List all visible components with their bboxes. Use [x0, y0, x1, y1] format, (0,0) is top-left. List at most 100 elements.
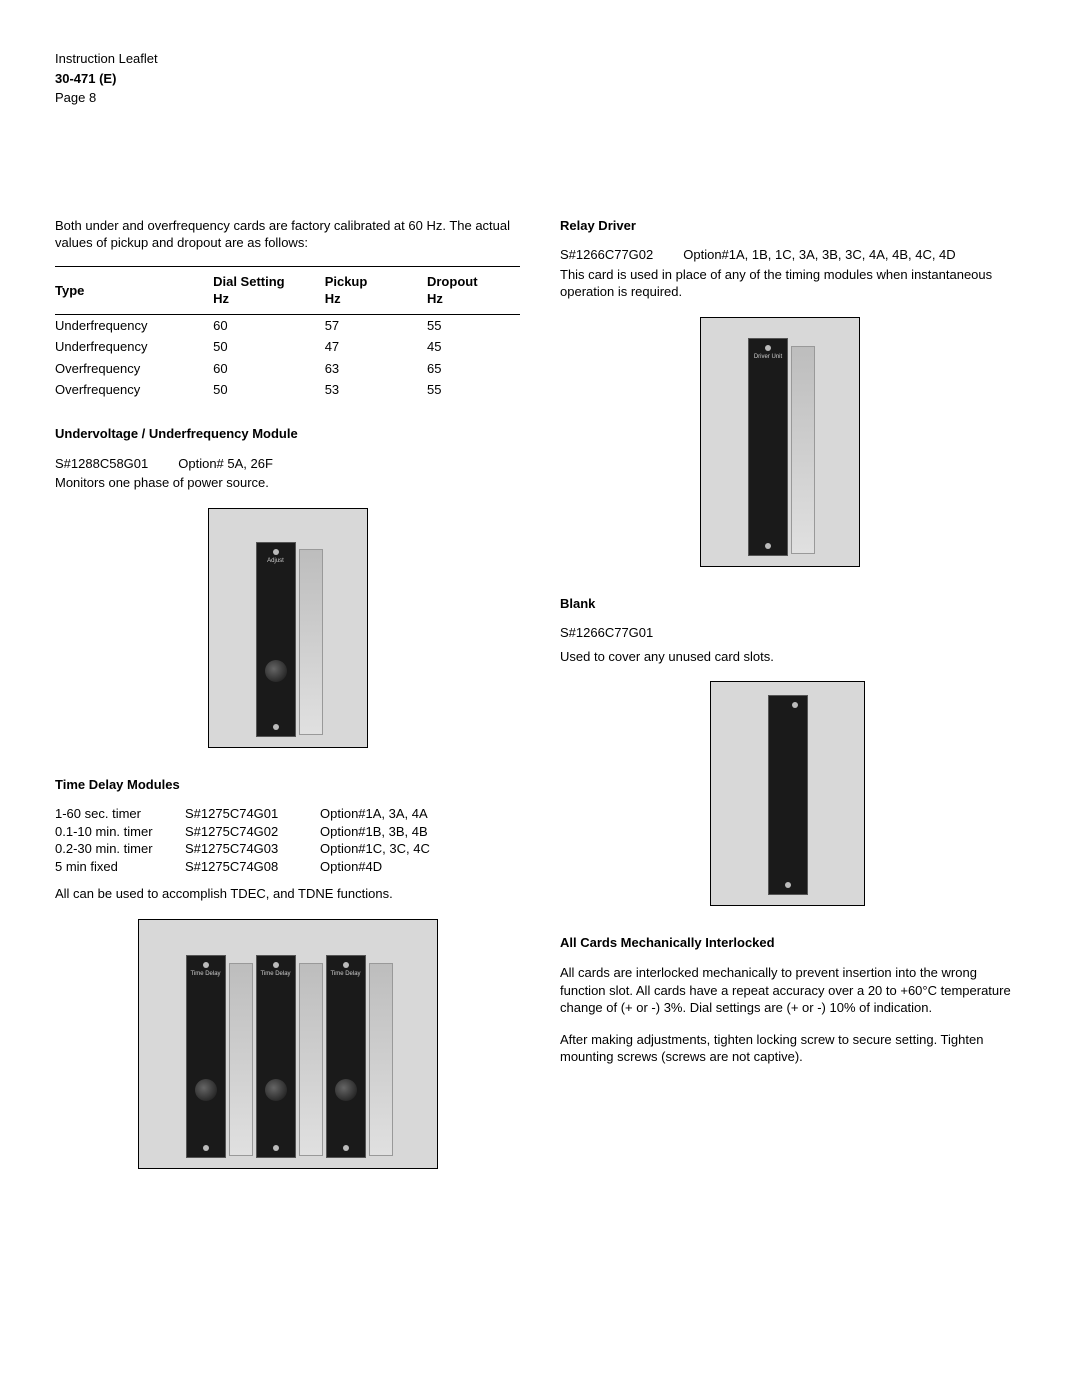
- screw-icon: [273, 724, 279, 730]
- module-card-icon: Time Delay: [256, 955, 296, 1158]
- option-codes: Option#1C, 3C, 4C: [320, 840, 520, 858]
- col-h2: Hz: [427, 291, 443, 306]
- interlock-para2: After making adjustments, tighten lockin…: [560, 1031, 1025, 1066]
- cell: 47: [325, 336, 427, 358]
- left-column: Both under and overfrequency cards are f…: [55, 217, 520, 1197]
- screw-icon: [343, 1145, 349, 1151]
- two-column-layout: Both under and overfrequency cards are f…: [55, 217, 1025, 1197]
- style-number: S#1266C77G02: [560, 246, 653, 264]
- page-header: Instruction Leaflet 30-471 (E) Page 8: [55, 50, 1025, 107]
- module-card-icon: [768, 695, 808, 896]
- screw-icon: [785, 882, 791, 888]
- cell: 50: [213, 336, 325, 358]
- cell: 55: [427, 314, 520, 336]
- timer-type: 1-60 sec. timer: [55, 805, 185, 823]
- screw-icon: [273, 549, 279, 555]
- option-codes: Option# 5A, 26F: [178, 455, 273, 473]
- col-dropout: Dropout Hz: [427, 266, 520, 314]
- option-codes: Option#1B, 3B, 4B: [320, 823, 520, 841]
- module-card-icon: Time Delay: [186, 955, 226, 1158]
- screw-icon: [765, 345, 771, 351]
- col-h1: Pickup: [325, 274, 368, 289]
- style-number: S#1266C77G01: [560, 624, 1025, 642]
- timer-type: 5 min fixed: [55, 858, 185, 876]
- screw-icon: [792, 702, 798, 708]
- uvuf-desc: Monitors one phase of power source.: [55, 474, 520, 492]
- pcb-icon: [299, 549, 323, 735]
- timedelay-title: Time Delay Modules: [55, 776, 520, 794]
- interlock-title: All Cards Mechanically Interlocked: [560, 934, 1025, 952]
- module-card-icon: Driver Unit: [748, 338, 788, 556]
- header-docnum: 30-471 (E): [55, 70, 1025, 88]
- col-dial: Dial Setting Hz: [213, 266, 325, 314]
- table-row: Overfrequency 60 63 65: [55, 358, 520, 380]
- style-number: S#1275C74G03: [185, 840, 320, 858]
- cell: 55: [427, 379, 520, 401]
- screw-icon: [273, 1145, 279, 1151]
- style-number: S#1275C74G08: [185, 858, 320, 876]
- col-h1: Dropout: [427, 274, 478, 289]
- relaydriver-desc: This card is used in place of any of the…: [560, 266, 1025, 301]
- cell: Underfrequency: [55, 314, 213, 336]
- cell: Underfrequency: [55, 336, 213, 358]
- screw-icon: [203, 1145, 209, 1151]
- blank-desc: Used to cover any unused card slots.: [560, 648, 1025, 666]
- list-item: 0.2-30 min. timer S#1275C74G03 Option#1C…: [55, 840, 520, 858]
- cell: Overfrequency: [55, 379, 213, 401]
- timedelay-list: 1-60 sec. timer S#1275C74G01 Option#1A, …: [55, 805, 520, 875]
- pcb-icon: [229, 963, 253, 1156]
- module-card-icon: Adjust: [256, 542, 296, 737]
- cell: 63: [325, 358, 427, 380]
- knob-icon: [335, 1079, 357, 1101]
- blank-title: Blank: [560, 595, 1025, 613]
- timedelay-modules-photo: Time Delay Time Delay Time Delay: [138, 919, 438, 1169]
- cell: 65: [427, 358, 520, 380]
- table-row: Overfrequency 50 53 55: [55, 379, 520, 401]
- cell: 45: [427, 336, 520, 358]
- option-codes: Option#4D: [320, 858, 520, 876]
- table-row: Underfrequency 50 47 45: [55, 336, 520, 358]
- card-label: Time Delay: [327, 970, 365, 978]
- card-label: Time Delay: [257, 970, 295, 978]
- timer-type: 0.2-30 min. timer: [55, 840, 185, 858]
- option-codes: Option#1A, 1B, 1C, 3A, 3B, 3C, 4A, 4B, 4…: [683, 246, 955, 264]
- style-number: S#1275C74G01: [185, 805, 320, 823]
- cell: 53: [325, 379, 427, 401]
- header-line1: Instruction Leaflet: [55, 50, 1025, 68]
- intro-text: Both under and overfrequency cards are f…: [55, 217, 520, 252]
- frequency-table: Type Dial Setting Hz Pickup Hz Dropout H…: [55, 266, 520, 401]
- pcb-icon: [369, 963, 393, 1156]
- timedelay-note: All can be used to accomplish TDEC, and …: [55, 885, 520, 903]
- knob-icon: [265, 1079, 287, 1101]
- cell: 57: [325, 314, 427, 336]
- relaydriver-photo: Driver Unit: [700, 317, 860, 567]
- pcb-icon: [299, 963, 323, 1156]
- card-label: Driver Unit: [749, 353, 787, 361]
- screw-icon: [343, 962, 349, 968]
- interlock-para1: All cards are interlocked mechanically t…: [560, 964, 1025, 1017]
- list-item: 0.1-10 min. timer S#1275C74G02 Option#1B…: [55, 823, 520, 841]
- right-column: Relay Driver S#1266C77G02 Option#1A, 1B,…: [560, 217, 1025, 1197]
- pcb-icon: [791, 346, 815, 554]
- timer-type: 0.1-10 min. timer: [55, 823, 185, 841]
- relaydriver-title: Relay Driver: [560, 217, 1025, 235]
- col-h1: Dial Setting: [213, 274, 285, 289]
- uvuf-spec: S#1288C58G01 Option# 5A, 26F: [55, 455, 520, 473]
- option-codes: Option#1A, 3A, 4A: [320, 805, 520, 823]
- table-header-row: Type Dial Setting Hz Pickup Hz Dropout H…: [55, 266, 520, 314]
- col-h2: Hz: [213, 291, 229, 306]
- cell: 60: [213, 314, 325, 336]
- list-item: 1-60 sec. timer S#1275C74G01 Option#1A, …: [55, 805, 520, 823]
- list-item: 5 min fixed S#1275C74G08 Option#4D: [55, 858, 520, 876]
- style-number: S#1275C74G02: [185, 823, 320, 841]
- screw-icon: [273, 962, 279, 968]
- cell: 50: [213, 379, 325, 401]
- col-pickup: Pickup Hz: [325, 266, 427, 314]
- blank-card-photo: [710, 681, 865, 906]
- col-h2: Hz: [325, 291, 341, 306]
- header-page: Page 8: [55, 89, 1025, 107]
- screw-icon: [765, 543, 771, 549]
- screw-icon: [203, 962, 209, 968]
- style-number: S#1288C58G01: [55, 455, 148, 473]
- card-label: Adjust: [257, 557, 295, 565]
